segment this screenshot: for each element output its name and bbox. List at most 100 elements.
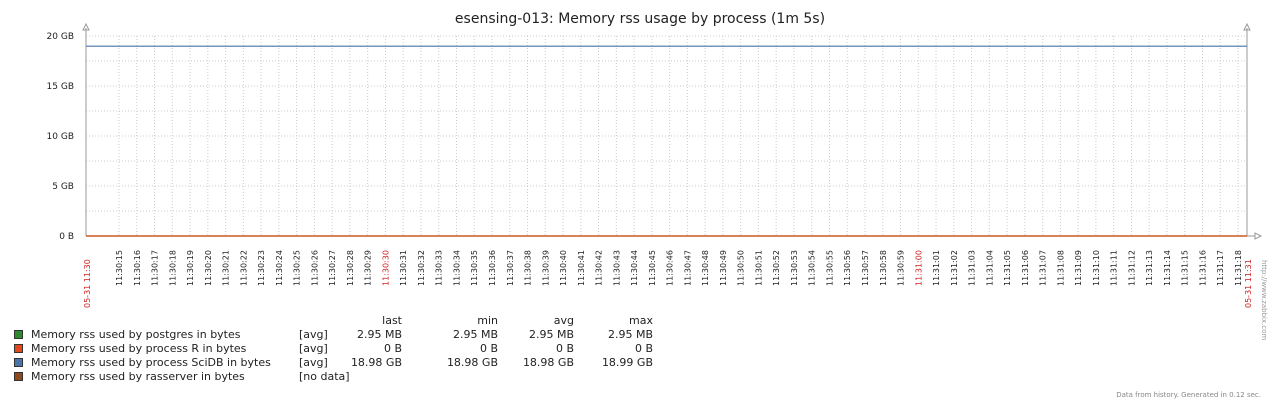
x-tick-label: 11:30:50 bbox=[737, 250, 746, 286]
legend-avg-value: 0 B bbox=[555, 342, 574, 355]
x-tick-label: 11:30:57 bbox=[861, 250, 870, 286]
x-tick-label: 11:31:13 bbox=[1145, 250, 1154, 286]
x-tick-label: 11:30:41 bbox=[577, 250, 586, 286]
x-start-label: 05-31 11:30 bbox=[83, 259, 92, 308]
legend-swatch bbox=[14, 372, 23, 381]
x-tick-label: 11:30:34 bbox=[452, 250, 461, 286]
x-tick-label: 11:30:45 bbox=[648, 250, 657, 286]
x-tick-label: 11:30:36 bbox=[488, 250, 497, 286]
y-tick-label: 0 B bbox=[59, 232, 74, 242]
x-tick-label: 11:31:10 bbox=[1092, 250, 1101, 286]
x-tick-label: 11:30:25 bbox=[293, 250, 302, 286]
legend-series-name: Memory rss used by postgres in bytes bbox=[31, 328, 241, 341]
x-tick-label: 11:30:44 bbox=[630, 250, 639, 286]
x-tick-label: 11:31:02 bbox=[950, 250, 959, 286]
legend-header-last: last bbox=[382, 314, 402, 327]
x-tick-label: 11:30:42 bbox=[595, 250, 604, 286]
x-tick-label: 11:30:21 bbox=[222, 250, 231, 286]
legend-function: [avg] bbox=[299, 342, 328, 355]
x-tick-label: 11:31:04 bbox=[985, 250, 994, 286]
x-tick-label: 11:31:07 bbox=[1039, 250, 1048, 286]
x-tick-label: 11:31:08 bbox=[1056, 250, 1065, 286]
legend-last-value: 0 B bbox=[383, 342, 402, 355]
x-tick-label: 11:30:52 bbox=[772, 250, 781, 286]
legend-avg-value: 2.95 MB bbox=[528, 328, 574, 341]
x-tick-label: 11:30:59 bbox=[897, 250, 906, 286]
legend-max-value: 18.99 GB bbox=[601, 356, 653, 369]
chart-title: esensing-013: Memory rss usage by proces… bbox=[455, 11, 825, 27]
legend-function: [no data] bbox=[299, 370, 350, 383]
y-tick-label: 5 GB bbox=[52, 182, 74, 192]
x-tick-label: 11:30:35 bbox=[470, 250, 479, 286]
x-tick-label: 11:31:12 bbox=[1127, 250, 1136, 286]
x-tick-label: 11:30:47 bbox=[683, 250, 692, 286]
x-tick-label: 11:30:40 bbox=[559, 250, 568, 286]
x-tick-label: 11:31:18 bbox=[1234, 250, 1243, 286]
x-axis-arrow bbox=[1254, 232, 1263, 240]
legend-min-value: 18.98 GB bbox=[446, 356, 498, 369]
x-tick-label: 11:31:09 bbox=[1074, 250, 1083, 286]
x-tick-label: 11:30:39 bbox=[541, 250, 550, 286]
x-tick-label: 11:30:38 bbox=[524, 250, 533, 286]
x-tick-label: 11:31:01 bbox=[932, 250, 941, 286]
legend-series-name: Memory rss used by process SciDB in byte… bbox=[31, 356, 271, 369]
x-tick-label: 11:30:46 bbox=[666, 250, 675, 286]
x-tick-label: 11:31:16 bbox=[1198, 250, 1207, 286]
x-tick-label: 11:30:54 bbox=[808, 250, 817, 286]
y-axis-arrow-left bbox=[82, 22, 90, 31]
x-end-label: 05-31 11:31 bbox=[1244, 259, 1253, 308]
x-tick-label: 11:31:15 bbox=[1181, 250, 1190, 286]
x-tick-label: 11:31:05 bbox=[1003, 250, 1012, 286]
x-tick-label: 11:30:26 bbox=[310, 250, 319, 286]
x-tick-label: 11:30:51 bbox=[754, 250, 763, 286]
x-tick-label: 11:30:48 bbox=[701, 250, 710, 286]
legend-swatch bbox=[14, 358, 23, 367]
x-tick-label: 11:30:29 bbox=[364, 250, 373, 286]
y-axis-arrow-right bbox=[1243, 22, 1251, 31]
x-tick-label: 11:31:03 bbox=[968, 250, 977, 286]
x-tick-label: 11:30:33 bbox=[435, 250, 444, 286]
x-tick-label: 11:30:58 bbox=[879, 250, 888, 286]
legend-swatch bbox=[14, 344, 23, 353]
legend-avg-value: 18.98 GB bbox=[522, 356, 574, 369]
x-tick-label: 11:30:15 bbox=[115, 250, 124, 286]
x-tick-label: 11:31:06 bbox=[1021, 250, 1030, 286]
legend-series-name: Memory rss used by rasserver in bytes bbox=[31, 370, 245, 383]
watermark: http://www.zabbix.com bbox=[1260, 260, 1268, 341]
legend-header-min: min bbox=[477, 314, 498, 327]
legend-swatch bbox=[14, 330, 23, 339]
x-tick-label: 11:31:14 bbox=[1163, 250, 1172, 286]
y-tick-label: 15 GB bbox=[47, 82, 74, 92]
x-tick-label: 11:30:43 bbox=[612, 250, 621, 286]
x-tick-label: 11:31:00 bbox=[914, 250, 923, 286]
x-tick-label: 11:30:20 bbox=[204, 250, 213, 286]
x-tick-label: 11:30:32 bbox=[417, 250, 426, 286]
legend-series-name: Memory rss used by process R in bytes bbox=[31, 342, 247, 355]
legend-header-max: max bbox=[629, 314, 653, 327]
footer-note: Data from history. Generated in 0.12 sec… bbox=[1116, 391, 1261, 399]
x-tick-label: 11:30:19 bbox=[186, 250, 195, 286]
legend-min-value: 2.95 MB bbox=[452, 328, 498, 341]
legend-last-value: 18.98 GB bbox=[350, 356, 402, 369]
x-tick-label: 11:30:27 bbox=[328, 250, 337, 286]
legend-max-value: 2.95 MB bbox=[607, 328, 653, 341]
x-tick-label: 11:30:17 bbox=[151, 250, 160, 286]
x-tick-label: 11:30:55 bbox=[825, 250, 834, 286]
x-tick-label: 11:30:31 bbox=[399, 250, 408, 286]
legend-max-value: 0 B bbox=[634, 342, 653, 355]
x-tick-label: 11:31:11 bbox=[1110, 250, 1119, 286]
x-tick-label: 11:31:17 bbox=[1216, 250, 1225, 286]
x-tick-label: 11:30:22 bbox=[239, 250, 248, 286]
legend-last-value: 2.95 MB bbox=[356, 328, 402, 341]
x-tick-label: 11:30:16 bbox=[133, 250, 142, 286]
x-tick-label: 11:30:53 bbox=[790, 250, 799, 286]
legend-header-avg: avg bbox=[553, 314, 574, 327]
x-tick-label: 11:30:30 bbox=[381, 250, 390, 286]
x-tick-label: 11:30:28 bbox=[346, 250, 355, 286]
y-tick-label: 20 GB bbox=[47, 32, 74, 42]
legend-function: [avg] bbox=[299, 328, 328, 341]
x-tick-label: 11:30:23 bbox=[257, 250, 266, 286]
x-tick-label: 11:30:18 bbox=[168, 250, 177, 286]
x-tick-label: 11:30:56 bbox=[843, 250, 852, 286]
